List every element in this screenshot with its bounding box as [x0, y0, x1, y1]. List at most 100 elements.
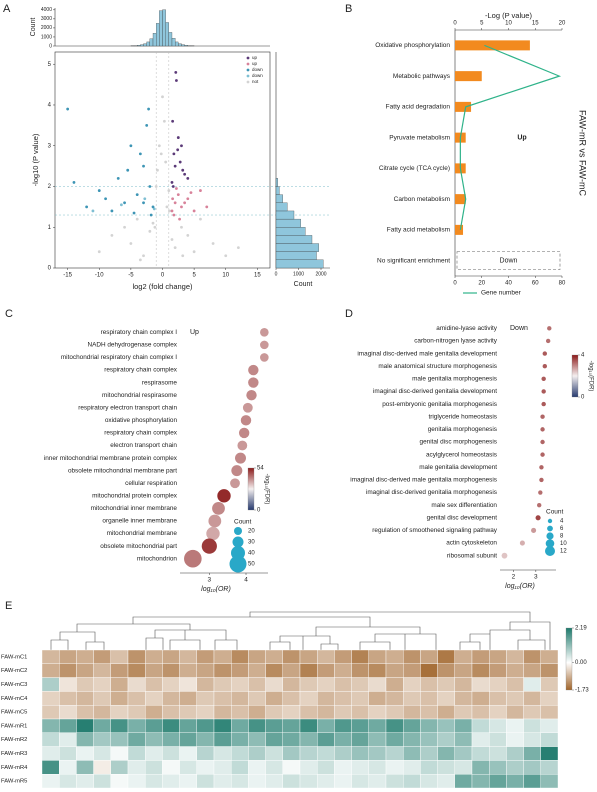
heatmap-cell	[403, 718, 421, 734]
x2-tick-label: 20	[478, 281, 485, 287]
size-legend-label: 12	[560, 549, 567, 555]
heatmap-cell	[437, 718, 456, 734]
heatmap-cell	[265, 746, 284, 761]
heatmap-cell	[59, 663, 77, 678]
heatmap-cell	[299, 746, 318, 761]
dot	[501, 552, 508, 559]
heatmap-cell	[523, 760, 541, 775]
colorbar-label: -log₁₀(FDR)	[587, 361, 593, 392]
heatmap-cell	[110, 677, 129, 692]
point	[180, 225, 183, 229]
heatmap-cell	[471, 705, 490, 720]
heatmap-cell	[317, 691, 335, 706]
category-label: regulation of smoothened signaling pathw…	[372, 527, 498, 534]
category-label: genital disc development	[427, 514, 498, 521]
heatmap-cell	[351, 774, 370, 789]
heatmap-cell	[317, 663, 335, 678]
heatmap-cell	[489, 677, 507, 692]
histogram-bar	[168, 32, 173, 47]
point	[138, 152, 142, 156]
heatmap-cell	[368, 718, 387, 734]
heatmap-cell	[110, 705, 129, 720]
bar	[455, 71, 482, 82]
size-legend-marker	[547, 518, 553, 524]
heatmap-cell	[41, 677, 60, 692]
heatmap-cell	[334, 746, 352, 761]
heatmap-cell	[299, 718, 318, 734]
heatmap-cell	[144, 677, 163, 692]
size-legend-label: 20	[248, 529, 255, 535]
heatmap-cell	[506, 774, 524, 789]
size-legend-marker	[545, 539, 555, 548]
panel-label: C	[5, 308, 13, 320]
heatmap-cell	[59, 691, 77, 706]
heatmap-cell	[230, 718, 249, 734]
point	[149, 213, 153, 217]
point	[170, 238, 174, 241]
point	[168, 209, 171, 213]
heatmap-cell	[248, 649, 266, 665]
heatmap-cell	[351, 732, 370, 747]
heatmap-cell	[110, 718, 129, 734]
heatmap-cell	[299, 705, 318, 720]
heatmap-cell	[489, 718, 507, 734]
heatmap-cell	[248, 718, 266, 734]
y-tick-label: 5	[48, 62, 52, 68]
x-tick-label: 5	[480, 21, 484, 27]
heatmap-cell	[76, 718, 94, 734]
colorbar	[565, 627, 573, 691]
legend-marker	[246, 56, 250, 60]
heatmap-cell	[351, 677, 370, 692]
heatmap-cell	[351, 718, 370, 734]
category-label: respiratory electron transport chain	[78, 404, 177, 411]
heatmap-cell	[230, 705, 249, 720]
heatmap-cell	[265, 691, 284, 706]
heatmap-cell	[59, 732, 77, 747]
colorbar-tick-label: 54	[257, 466, 264, 472]
histogram-bar	[143, 43, 147, 47]
dot	[238, 427, 250, 439]
heatmap-cell	[489, 649, 507, 665]
x-tick-label: 10	[222, 273, 229, 279]
x-tick-label: 3	[208, 577, 212, 584]
heatmap-cell	[41, 663, 60, 678]
heatmap-cell	[540, 760, 559, 775]
heatmap-cell	[59, 746, 77, 761]
point	[175, 187, 178, 190]
point	[205, 205, 209, 209]
heatmap-cell	[282, 746, 301, 761]
size-legend-label: 40	[248, 551, 255, 557]
heatmap-cell	[282, 691, 301, 706]
dot	[547, 326, 552, 331]
point	[173, 246, 177, 250]
point	[85, 205, 89, 209]
point	[165, 205, 169, 209]
heatmap-cell	[454, 677, 473, 692]
heatmap-cell	[76, 677, 94, 692]
heatmap-cell	[41, 718, 60, 734]
category-label: imaginal disc-derived genitalia developm…	[373, 388, 497, 395]
heatmap-cell	[110, 760, 129, 775]
heatmap-cell	[265, 677, 284, 692]
heatmap-cell	[471, 760, 490, 775]
point	[110, 209, 114, 213]
heatmap-cell	[334, 663, 352, 678]
heatmap-cell	[127, 760, 146, 775]
heatmap-cell	[230, 663, 249, 678]
heatmap-cell	[489, 691, 507, 706]
histogram-bar	[275, 202, 288, 212]
y-tick-label: 1	[48, 225, 52, 231]
size-legend-label: 6	[560, 526, 564, 532]
heatmap-cell	[489, 746, 507, 761]
heatmap-cell	[248, 774, 266, 789]
histogram-bar	[275, 259, 324, 269]
heatmap-cell	[506, 663, 524, 678]
point	[171, 185, 175, 188]
heatmap-cell	[454, 691, 473, 706]
dot	[260, 340, 269, 350]
x2-tick-label: 40	[505, 281, 512, 287]
heatmap-cell	[334, 677, 352, 692]
heatmap-cell	[368, 774, 387, 789]
point	[170, 209, 174, 213]
